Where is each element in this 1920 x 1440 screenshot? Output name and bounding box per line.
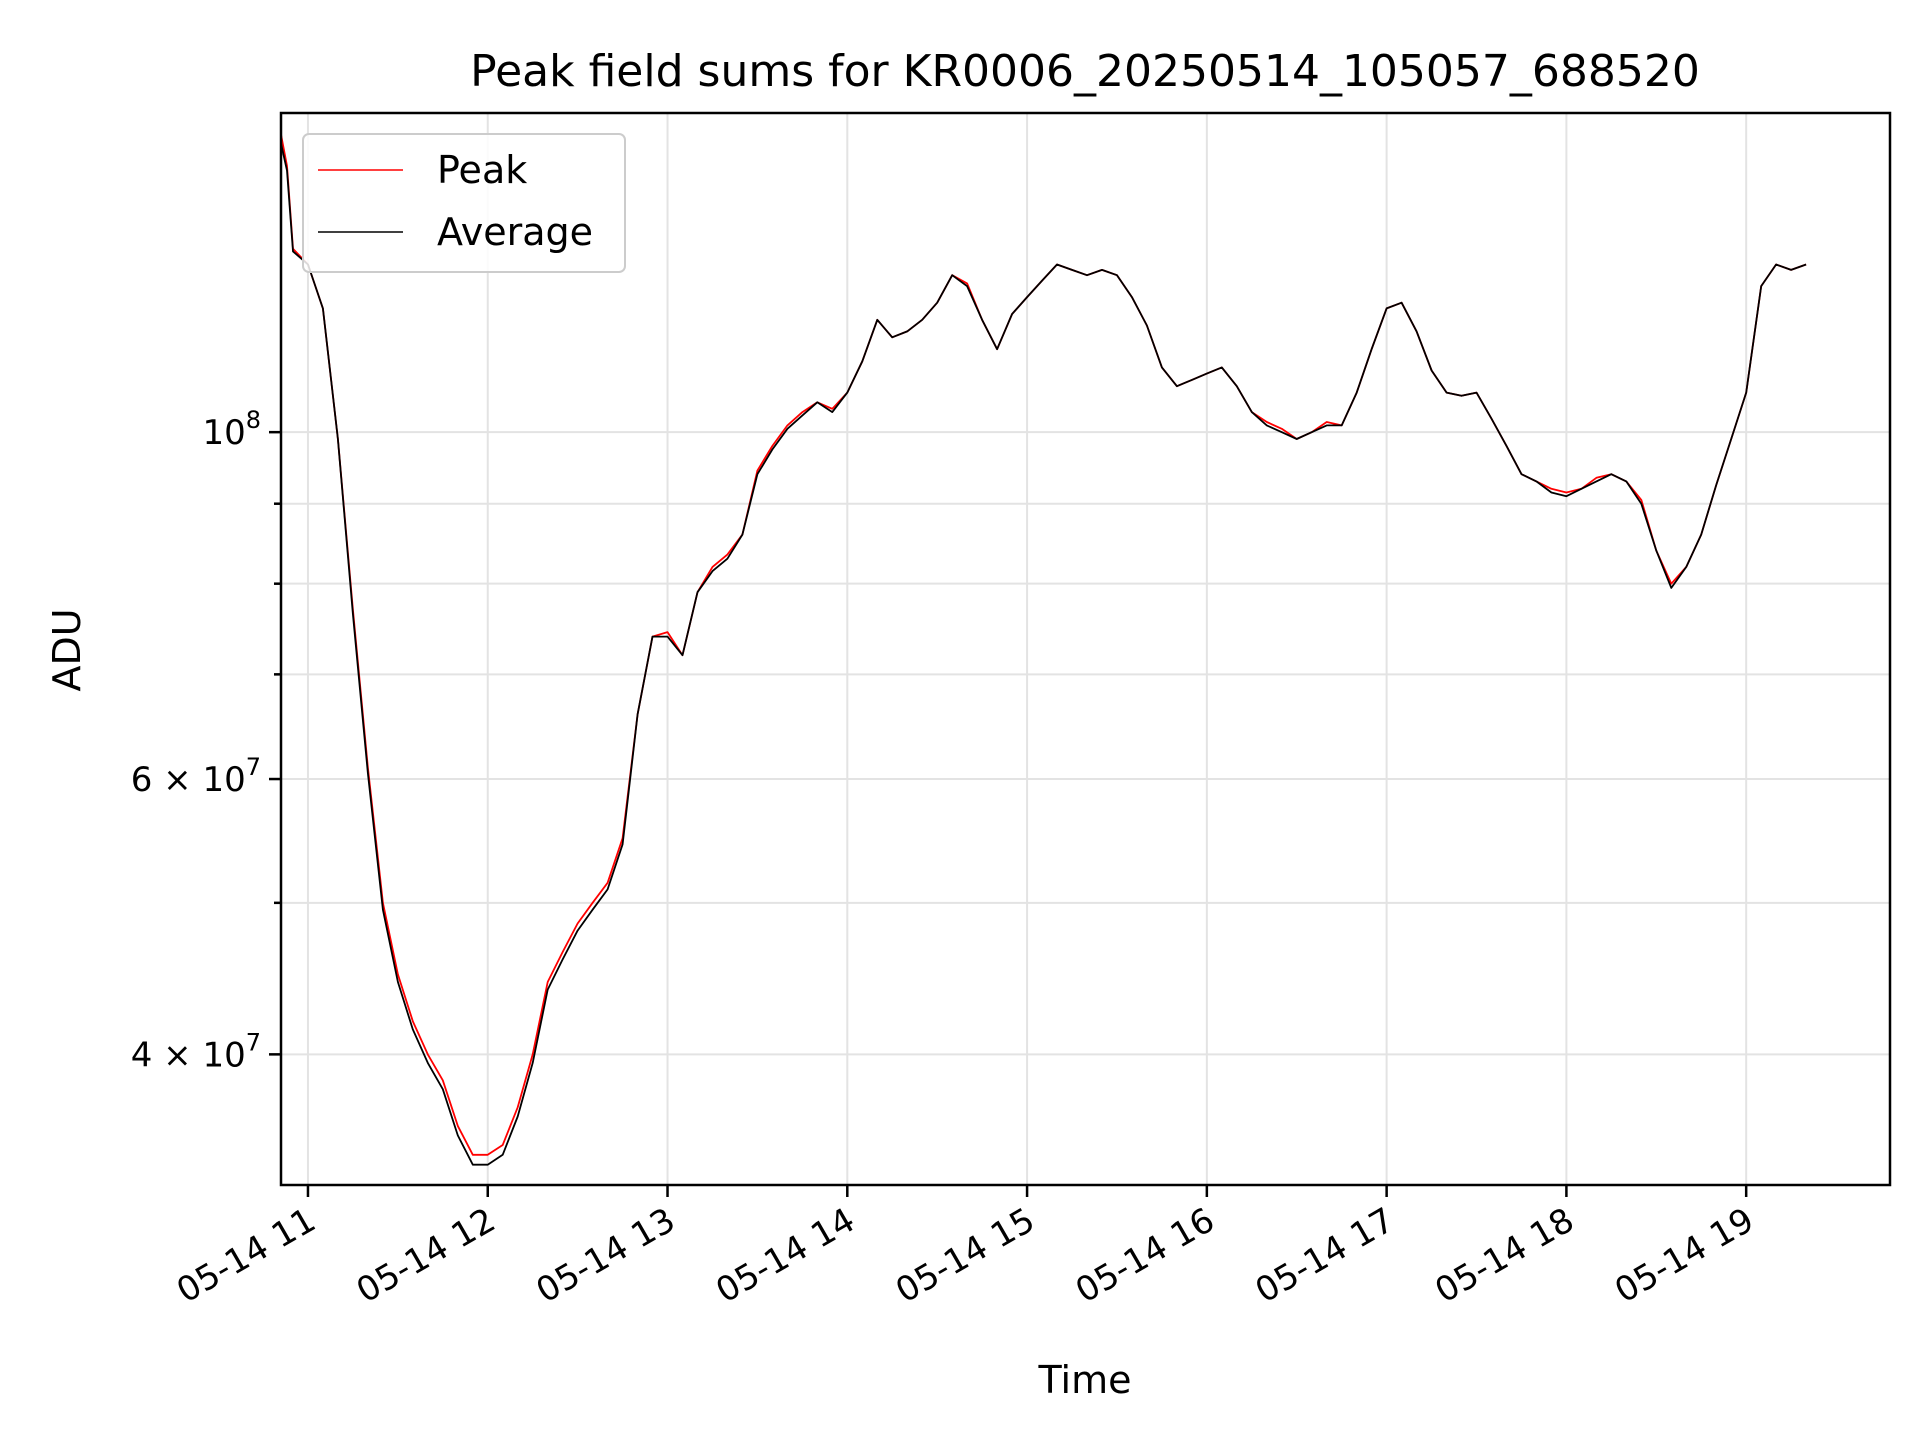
x-tick-label: 05-14 14 [709, 1200, 861, 1311]
x-tick-label: 05-14 15 [889, 1200, 1041, 1311]
y-tick-label: 108 [202, 406, 261, 453]
x-tick-label: 05-14 12 [350, 1200, 502, 1311]
x-tick-label: 05-14 13 [530, 1200, 682, 1311]
series-lines [280, 134, 1807, 1166]
plot-frame [279, 111, 1892, 1187]
x-axis-label: Time [1038, 1358, 1132, 1402]
grid [281, 113, 1890, 1185]
legend-label-average: Average [437, 210, 593, 254]
series-line-average [280, 143, 1807, 1166]
x-tick-label: 05-14 16 [1069, 1200, 1221, 1311]
legend-label-peak: Peak [437, 148, 527, 192]
chart-title: Peak field sums for KR0006_20250514_1050… [470, 46, 1700, 97]
axis-ticks: 05-14 11 05-14 12 05-14 13 05-14 14 05-14 15… [131, 406, 1761, 1311]
legend: Peak Average [302, 133, 626, 273]
y-axis-label: ADU [45, 608, 89, 691]
y-tick-label: 4 × 107 [131, 1028, 261, 1075]
series-line-peak [280, 134, 1807, 1156]
legend-box [302, 133, 626, 273]
x-tick-label: 05-14 19 [1608, 1200, 1760, 1311]
x-tick-label: 05-14 11 [170, 1200, 322, 1311]
x-tick-label: 05-14 17 [1249, 1200, 1401, 1311]
y-tick-label: 6 × 107 [131, 753, 261, 800]
x-tick-label: 05-14 18 [1429, 1200, 1581, 1311]
